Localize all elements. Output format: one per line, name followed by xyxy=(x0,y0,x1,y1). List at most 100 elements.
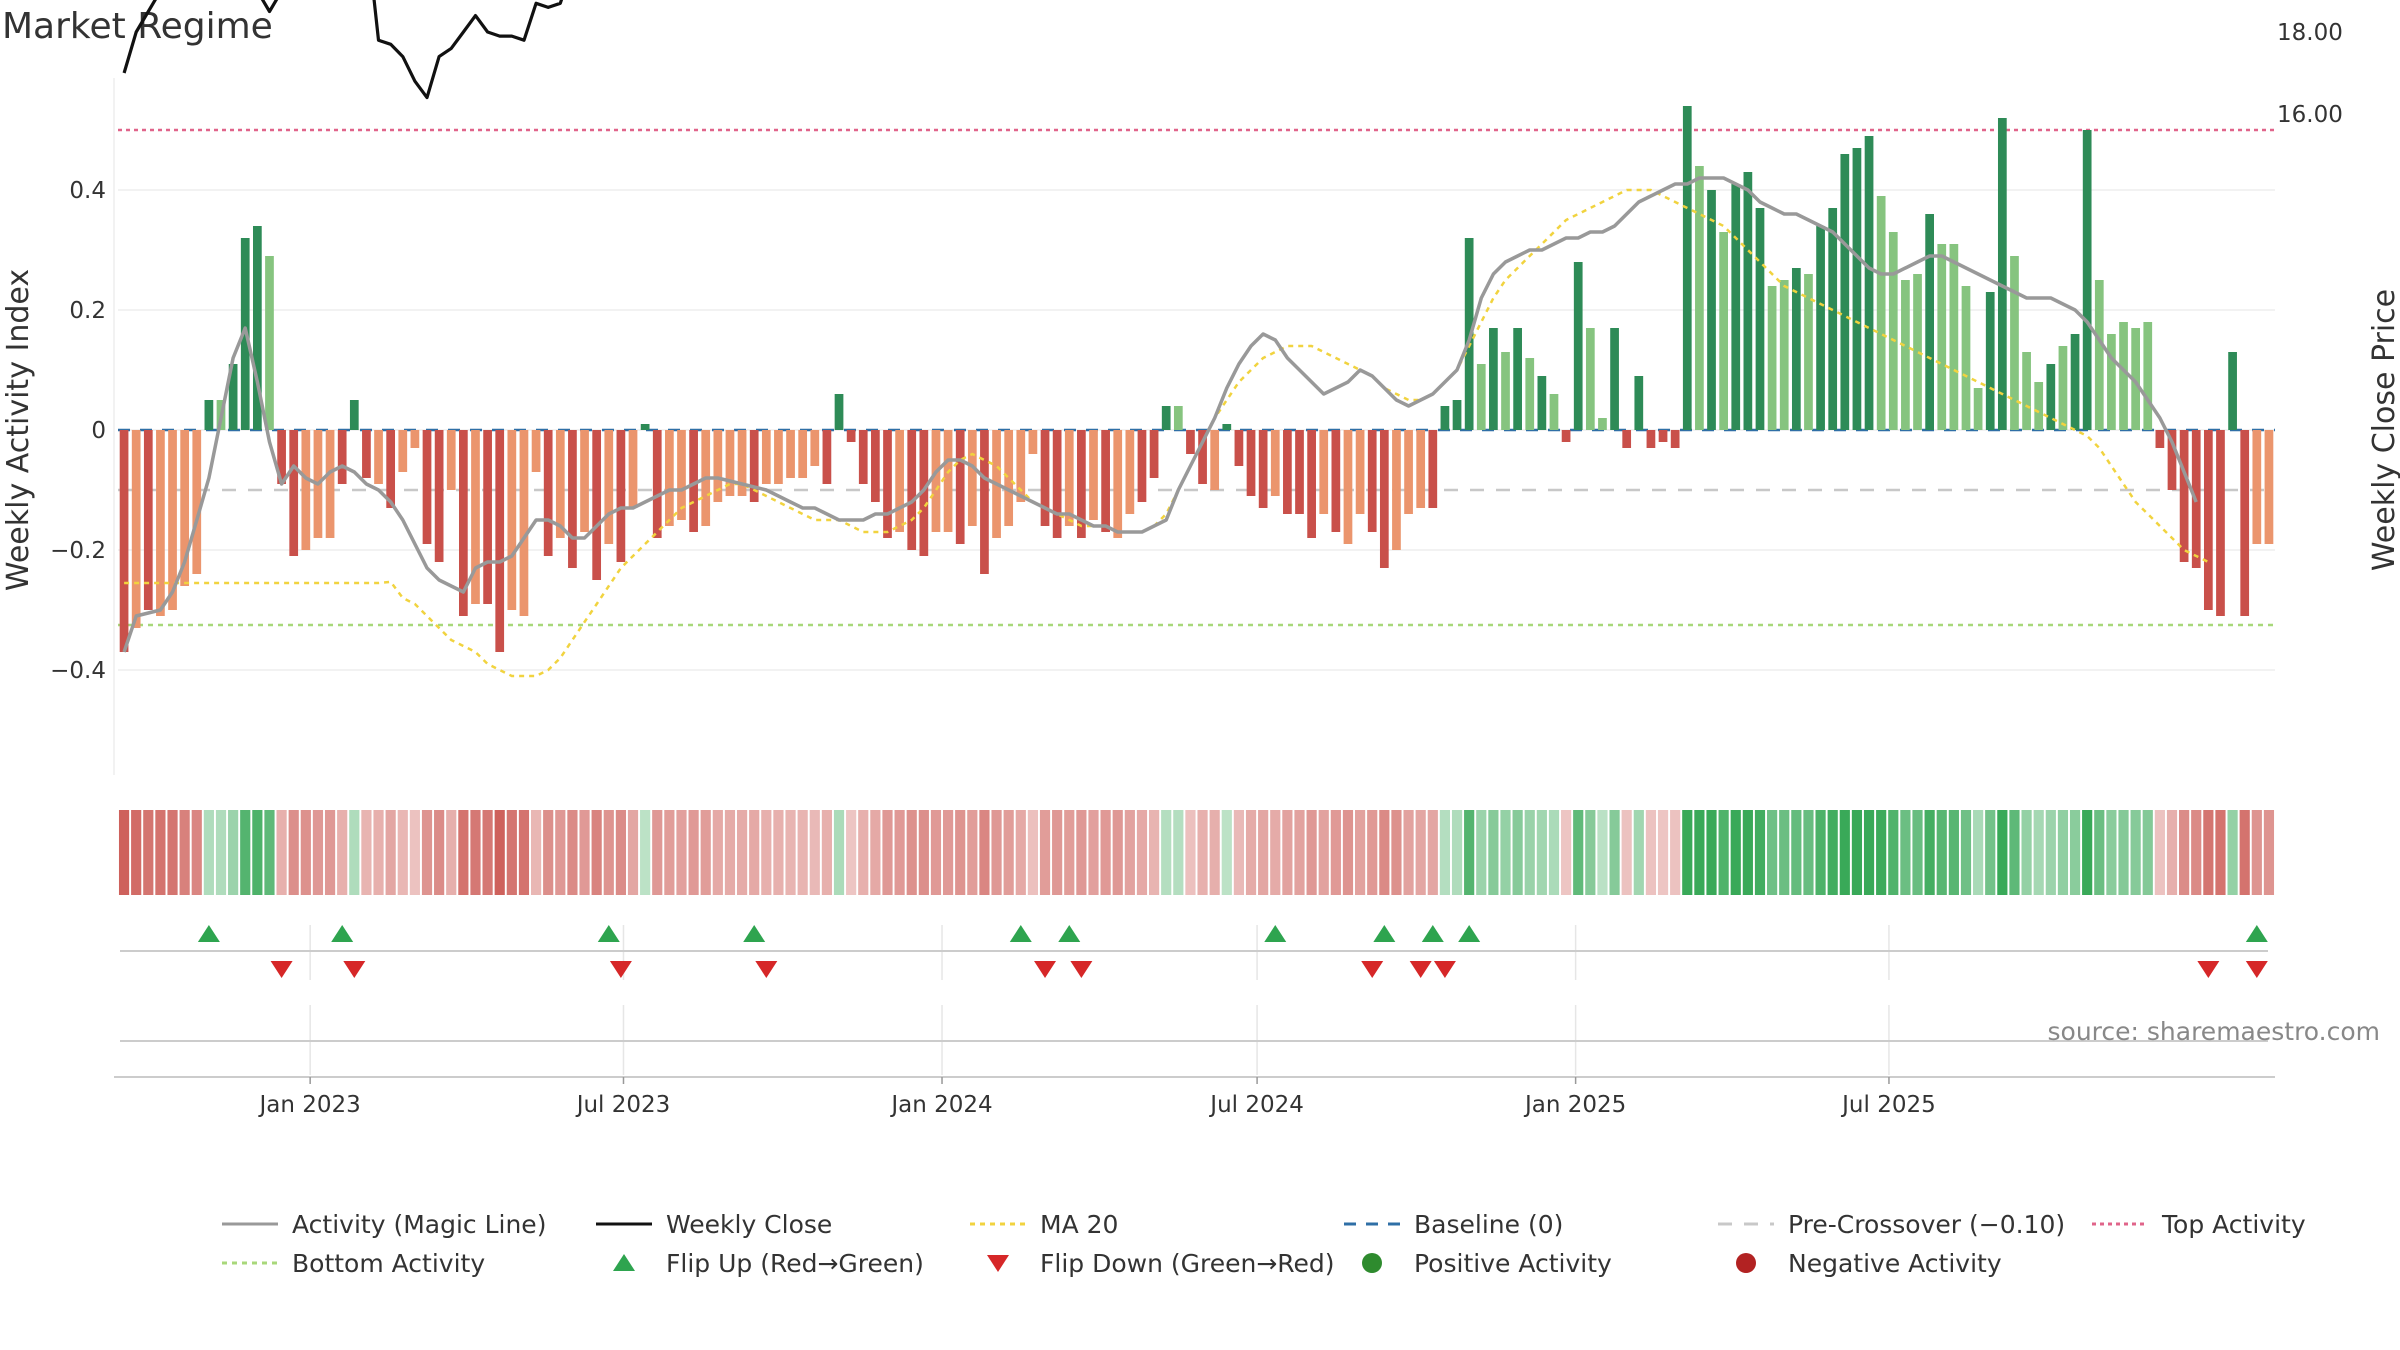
flip-down-marker xyxy=(343,961,366,978)
regime-strip-cell xyxy=(421,810,433,895)
regime-strip-cell xyxy=(627,810,639,895)
regime-strip-cell xyxy=(1173,810,1184,895)
activity-bar xyxy=(446,430,456,490)
regime-strip-cell xyxy=(1512,810,1523,895)
regime-strip-cell xyxy=(385,810,396,895)
activity-bar xyxy=(1501,352,1510,430)
activity-bar xyxy=(652,430,662,538)
activity-bar xyxy=(301,430,311,550)
activity-bar xyxy=(349,400,359,430)
regime-strip-cell xyxy=(1657,810,1669,895)
x-axis: Jan 2023 Jul 2023 Jan 2024 Jul 2024 Jan 2025… xyxy=(114,1076,2275,1118)
activity-bar xyxy=(604,430,614,544)
activity-bar xyxy=(1210,430,1220,490)
legend-item: Top Activity xyxy=(2092,1210,2306,1239)
regime-strip-cell xyxy=(1597,810,1608,895)
regime-strip-cell xyxy=(434,810,445,895)
activity-bar xyxy=(265,256,274,430)
activity-bar xyxy=(1125,430,1135,514)
regime-strip-cell xyxy=(640,810,651,895)
regime-strip-cell xyxy=(749,810,760,895)
activity-bar xyxy=(289,430,299,556)
regime-strip-cell xyxy=(1464,810,1475,895)
activity-bar xyxy=(640,424,650,430)
activity-bar xyxy=(713,430,723,502)
regime-strip-cell xyxy=(821,810,832,895)
activity-bar xyxy=(1888,232,1898,430)
regime-strip-cell xyxy=(1003,810,1014,895)
regime-strip-cell xyxy=(482,810,493,895)
regime-strip-cell xyxy=(1561,810,1572,895)
activity-bar xyxy=(1622,430,1632,448)
axes: 0.40.20−0.2−0.432.0030.0028.0026.0024.00… xyxy=(50,20,2343,775)
activity-bar xyxy=(119,430,129,652)
regime-strip-cell xyxy=(797,810,808,895)
regime-strip-cell xyxy=(1754,810,1766,895)
activity-bar xyxy=(1610,328,1619,430)
activity-bar xyxy=(1925,214,1935,430)
regime-strip-cell xyxy=(1379,810,1390,895)
regime-strip-cell xyxy=(906,810,917,895)
regime-strip-cell xyxy=(349,810,360,895)
x-tick-label: Jul 2023 xyxy=(575,1092,671,1118)
activity-bar xyxy=(1149,430,1159,478)
flip-down-marker xyxy=(755,961,778,978)
regime-strip-cell xyxy=(1100,810,1111,895)
regime-strip-cell xyxy=(567,810,578,895)
activity-bar xyxy=(2228,352,2237,430)
legend-label: Flip Up (Red→Green) xyxy=(666,1249,924,1278)
regime-strip-cell xyxy=(2227,810,2238,895)
legend: Activity (Magic Line) Weekly Close MA 20 Ba… xyxy=(222,1210,2306,1278)
regime-strip-cell xyxy=(2009,810,2020,895)
flip-down-marker xyxy=(270,961,293,978)
activity-bar xyxy=(1440,406,1450,430)
activity-bar xyxy=(1937,244,1947,430)
regime-strip-cell xyxy=(2154,810,2165,895)
x-tick-label: Jul 2024 xyxy=(1208,1092,1304,1118)
regime-strip-cell xyxy=(312,810,324,895)
activity-bar xyxy=(786,430,795,478)
regime-strip-cell xyxy=(1524,810,1535,895)
activity-bar xyxy=(774,430,783,484)
regime-strip-cell xyxy=(470,810,481,895)
activity-bar xyxy=(1198,430,1207,484)
regime-strip-cell xyxy=(203,810,214,895)
regime-strip-cell xyxy=(1076,810,1087,895)
activity-bar xyxy=(919,430,929,556)
regime-strip-cell xyxy=(1197,810,1208,895)
regime-strip-cell xyxy=(1888,810,1899,895)
activity-bar xyxy=(1270,430,1280,496)
activity-bar xyxy=(883,430,892,538)
regime-strip-cell xyxy=(1779,810,1790,895)
activity-bar xyxy=(967,430,977,526)
regime-strip-cell xyxy=(785,810,796,895)
activity-bar xyxy=(1525,358,1535,430)
regime-strip-cell xyxy=(1997,810,2008,895)
regime-strip-cell xyxy=(736,810,748,895)
regime-strip-cell xyxy=(712,810,723,895)
activity-bar xyxy=(1173,406,1183,430)
activity-bar xyxy=(1077,430,1086,538)
activity-bar xyxy=(1864,136,1874,430)
regime-strip-cell xyxy=(1718,810,1729,895)
activity-bar xyxy=(204,400,214,430)
regime-strip-cell xyxy=(2094,810,2105,895)
activity-bar xyxy=(1695,166,1704,430)
activity-bar xyxy=(1331,430,1341,532)
activity-bar xyxy=(798,430,808,478)
activity-bar xyxy=(931,430,941,532)
legend-label: Flip Down (Green→Red) xyxy=(1040,1249,1335,1278)
regime-strip-cell xyxy=(1064,810,1075,895)
activity-bar xyxy=(1028,430,1038,454)
flip-down-marker xyxy=(2197,961,2220,978)
regime-strip-cell xyxy=(361,810,372,895)
legend-item: Bottom Activity xyxy=(222,1249,485,1278)
activity-bar xyxy=(943,430,953,532)
legend-swatch xyxy=(987,1255,1009,1272)
activity-bar xyxy=(1585,328,1595,430)
activity-bar xyxy=(1489,328,1498,430)
activity-bar xyxy=(2252,430,2262,544)
flip-down-marker xyxy=(1433,961,1456,978)
activity-bar xyxy=(1549,394,1559,430)
legend-label: Bottom Activity xyxy=(292,1249,485,1278)
